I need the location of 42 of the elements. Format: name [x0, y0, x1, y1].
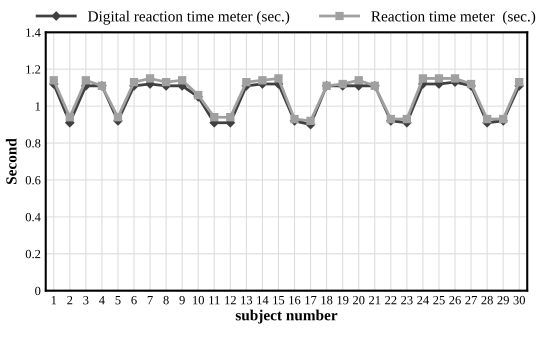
y-tick-label: 0.8	[26, 139, 40, 148]
x-tick-label: 6	[131, 296, 137, 304]
y-tick-label: 1	[36, 102, 40, 110]
x-tick-label: 23	[401, 296, 413, 304]
x-tick-label: 15	[273, 296, 284, 304]
x-tick-label: 24	[417, 296, 429, 304]
x-tick-label: 3	[83, 296, 88, 304]
x-tick-label: 2	[67, 296, 72, 304]
legend-label: Reaction time meter (sec.)	[371, 10, 536, 25]
x-tick-label: 26	[449, 296, 461, 304]
x-tick-label: 18	[321, 296, 332, 304]
x-tick-label: 4	[99, 296, 105, 304]
x-tick-label: 19	[338, 296, 348, 304]
x-tick-label: 14	[257, 296, 268, 304]
x-tick-label: 5	[116, 296, 121, 304]
x-tick-label: 27	[465, 296, 477, 304]
x-tick-label: 10	[193, 296, 204, 304]
y-tick-label: 0	[35, 286, 40, 296]
y-axis-title: Second	[6, 138, 17, 184]
y-tick-label: 1.2	[26, 65, 40, 74]
x-tick-label: 1	[52, 296, 56, 304]
legend-label: Digital reaction time meter (sec.)	[88, 10, 290, 25]
x-tick-label: 28	[481, 296, 493, 304]
y-tick-label: 1.4	[26, 28, 41, 37]
x-tick-label: 21	[369, 296, 380, 304]
x-tick-label: 11	[209, 296, 220, 304]
x-tick-label: 20	[353, 296, 364, 304]
x-tick-label: 7	[148, 296, 153, 304]
y-tick-label: 0.6	[26, 176, 40, 184]
x-tick-label: 12	[225, 296, 236, 304]
x-tick-label: 25	[433, 296, 445, 304]
x-tick-label: 9	[179, 296, 185, 304]
y-tick-label: 0.2	[26, 250, 40, 258]
x-tick-label: 17	[305, 296, 316, 304]
x-tick-label: 22	[385, 296, 396, 304]
x-tick-label: 8	[163, 296, 169, 304]
x-tick-label: 29	[497, 296, 509, 304]
x-tick-label: 30	[514, 296, 525, 304]
x-tick-label: 16	[289, 296, 300, 304]
y-tick-label: 0.4	[26, 212, 41, 222]
x-tick-label: 13	[241, 296, 252, 304]
x-axis-title: subject number	[236, 310, 338, 324]
